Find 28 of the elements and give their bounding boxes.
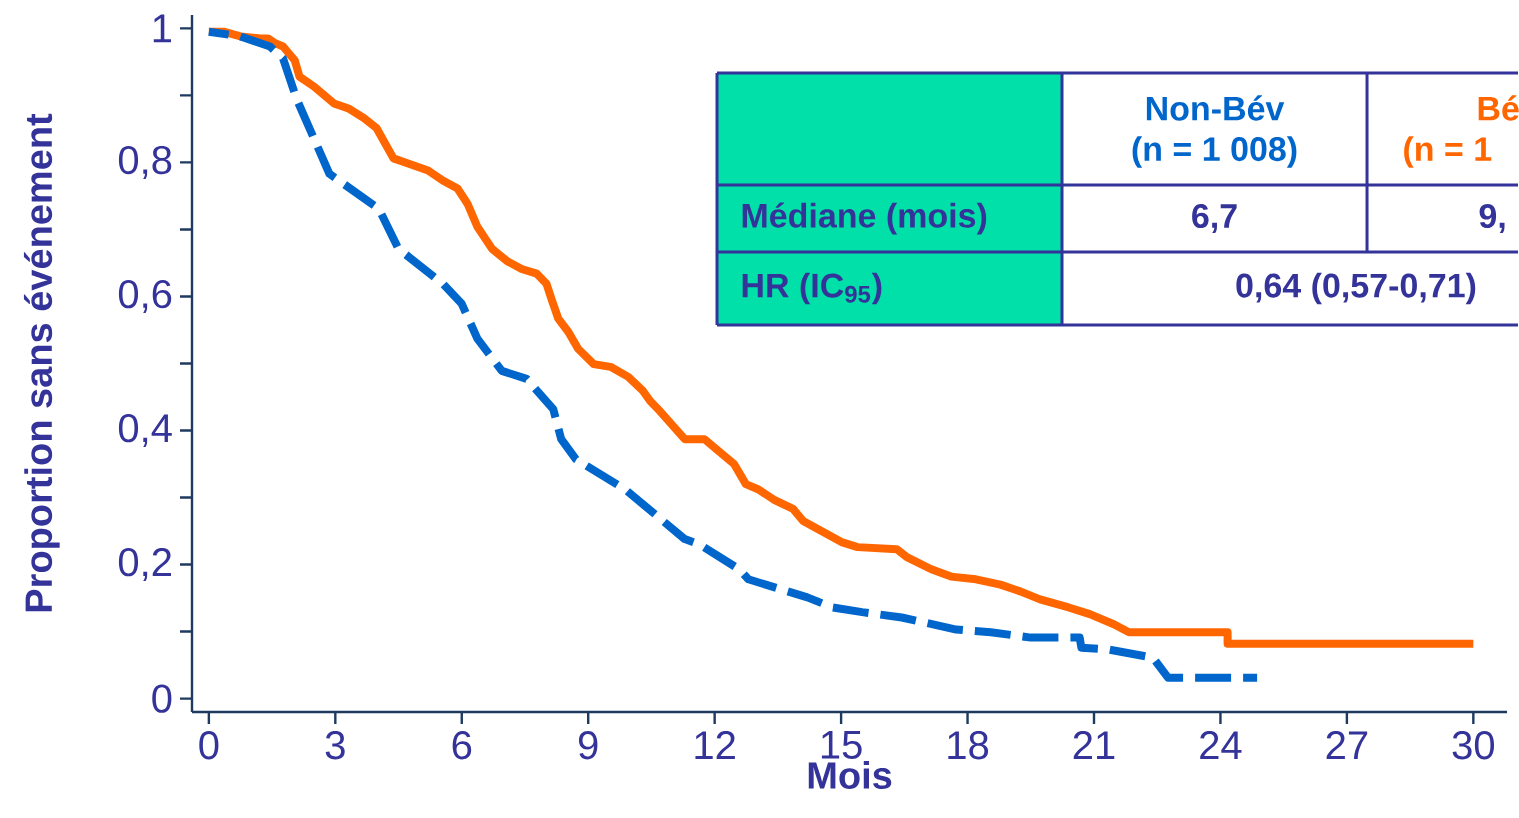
x-tick-label: 12 [695, 731, 735, 759]
annotation: 6,7 [1192, 203, 1237, 233]
annotation: (n = 1 [1404, 136, 1492, 168]
text: Bé [1478, 95, 1519, 121]
x-axis-title: Mois [808, 761, 892, 789]
x-tick-label: 21 [1073, 731, 1115, 759]
y-tick-label: 0,8 [118, 145, 172, 179]
annotation: 9, [1479, 203, 1505, 233]
y-tick-label: 0,6 [118, 279, 172, 313]
y-tick-label: 0,2 [118, 548, 171, 582]
annotation: HR (IC$_{95}$) [742, 272, 882, 305]
text: Non-Bév [1146, 95, 1285, 121]
x-tick-label: 18 [948, 731, 989, 760]
x-tick-label: 9 [578, 731, 598, 760]
y-tick-label: 0,4 [118, 413, 172, 448]
annotation: 0,64 (0,57-0,71) [1236, 272, 1476, 305]
x-tick-label: 24 [1200, 731, 1242, 759]
x-tick-label: 6 [452, 731, 472, 760]
annotation: (n = 1 008) [1132, 136, 1297, 168]
x-tick-label: 15 [821, 731, 862, 759]
x-tick-label: 30 [1452, 731, 1495, 760]
annotation: Médiane (mois) [742, 202, 987, 235]
y-tick-label: 0 [152, 684, 172, 713]
x-tick-label: 0 [199, 731, 219, 760]
x-tick-label: 3 [325, 731, 345, 760]
y-tick-label: 1 [153, 14, 171, 43]
x-tick-label: 27 [1326, 731, 1368, 759]
y-axis-title: Proportion sans événement [23, 113, 60, 612]
